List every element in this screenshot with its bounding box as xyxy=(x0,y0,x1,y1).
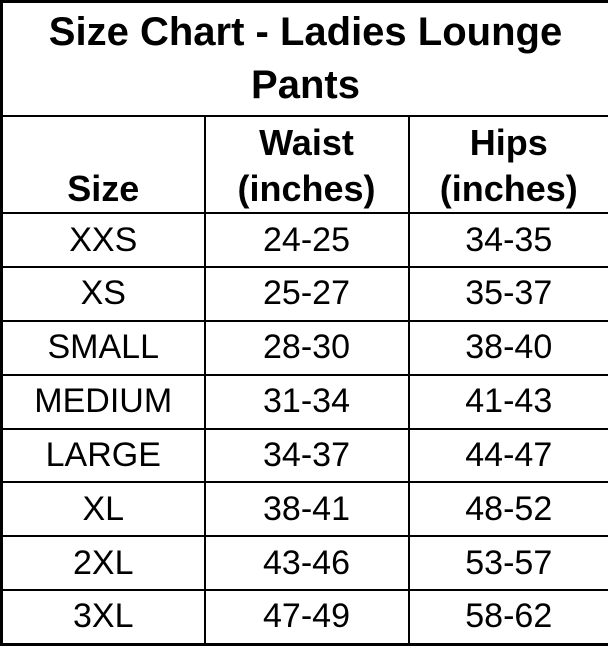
cell-size: XXS xyxy=(0,212,206,269)
cell-waist: 24-25 xyxy=(203,212,410,269)
cell-waist: 47-49 xyxy=(203,589,410,646)
cell-waist: 43-46 xyxy=(203,535,410,592)
table-title: Size Chart - Ladies Lounge Pants xyxy=(0,0,608,117)
table-row-xl: XL 38-41 48-52 xyxy=(0,481,608,538)
column-header-waist: Waist (inches) xyxy=(203,114,410,215)
cell-hips: 58-62 xyxy=(407,589,608,646)
table-row-3xl: 3XL 47-49 58-62 xyxy=(0,589,608,646)
cell-hips: 44-47 xyxy=(407,427,608,484)
table-row-small: SMALL 28-30 38-40 xyxy=(0,319,608,376)
cell-hips: 53-57 xyxy=(407,535,608,592)
column-header-hips: Hips (inches) xyxy=(407,114,608,215)
cell-size: XL xyxy=(0,481,206,538)
cell-hips: 48-52 xyxy=(407,481,608,538)
cell-size: XS xyxy=(0,266,206,322)
table-row-large: LARGE 34-37 44-47 xyxy=(0,427,608,484)
cell-hips: 34-35 xyxy=(407,212,608,269)
table-row-2xl: 2XL 43-46 53-57 xyxy=(0,535,608,592)
cell-size: 3XL xyxy=(0,589,206,646)
table-row-medium: MEDIUM 31-34 41-43 xyxy=(0,373,608,430)
column-header-size: Size xyxy=(0,114,206,215)
cell-size: 2XL xyxy=(0,535,206,592)
header-row: Size Waist (inches) Hips (inches) xyxy=(0,114,608,215)
cell-hips: 35-37 xyxy=(407,266,608,322)
cell-waist: 31-34 xyxy=(203,373,410,430)
cell-waist: 38-41 xyxy=(203,481,410,538)
cell-size: SMALL xyxy=(0,319,206,376)
cell-hips: 41-43 xyxy=(407,373,608,430)
table-row-xs: XS 25-27 35-37 xyxy=(0,266,608,322)
table-row-xxs: XXS 24-25 34-35 xyxy=(0,212,608,269)
cell-hips: 38-40 xyxy=(407,319,608,376)
cell-size: MEDIUM xyxy=(0,373,206,430)
cell-size: LARGE xyxy=(0,427,206,484)
cell-waist: 28-30 xyxy=(203,319,410,376)
cell-waist: 25-27 xyxy=(203,266,410,322)
cell-waist: 34-37 xyxy=(203,427,410,484)
title-row: Size Chart - Ladies Lounge Pants xyxy=(0,0,608,117)
